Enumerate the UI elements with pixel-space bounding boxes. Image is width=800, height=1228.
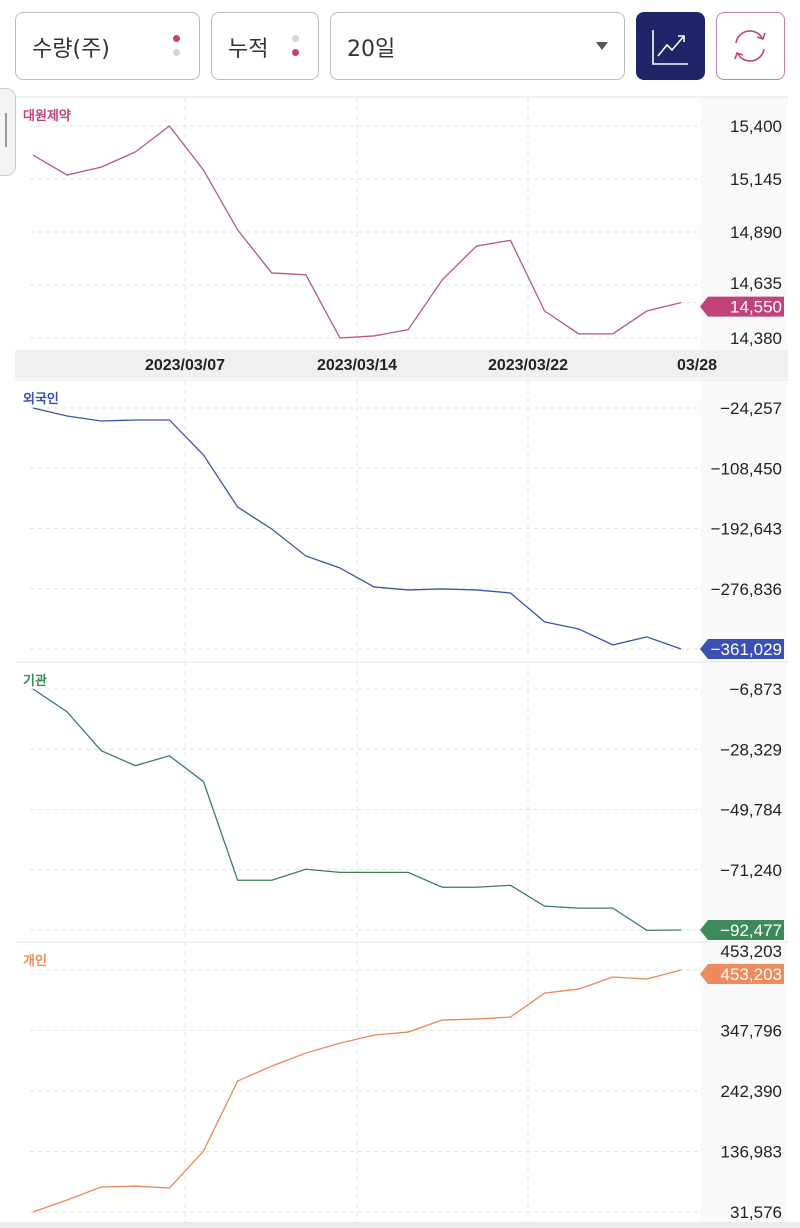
toggle-dots-icon: [173, 35, 181, 63]
panel-title: 대원제약: [23, 108, 71, 124]
last-value-badge: [700, 920, 784, 940]
y-tick-label: 14,380: [730, 329, 782, 348]
y-tick-label: −108,450: [711, 459, 782, 478]
panel-title: 외국인: [23, 391, 59, 407]
period-select-value: 20일: [347, 37, 396, 62]
y-tick-label: 15,145: [730, 170, 782, 189]
y-tick-label: 14,890: [730, 223, 782, 242]
last-value-badge: [700, 296, 784, 317]
panel-1: 15,400 15,145 14,890 14,635 14,380 대원제약 14,550: [15, 96, 788, 350]
axis-background: [700, 97, 788, 1222]
x-tick-label: 03/28: [677, 357, 717, 374]
y-tick-label: −6,873: [730, 680, 782, 699]
last-value-badge: [700, 639, 784, 659]
chevron-down-icon: [596, 42, 608, 50]
toolbar: 수량(주) 누적 20일: [0, 0, 800, 92]
x-tick-label: 2023/03/14: [317, 357, 397, 374]
date-axis-band: [15, 350, 788, 378]
y-tick-label: −192,643: [711, 520, 782, 539]
y-tick-label: 347,796: [721, 1022, 782, 1041]
panel-2: −24,257 −108,450 −192,643 −276,836 외국인 −361,0…: [15, 379, 788, 660]
y-tick-label: −276,836: [711, 580, 782, 599]
series-line: [32, 969, 682, 1213]
panel-3: −6,873 −28,329 −49,784 −71,240 기관 −92,477: [15, 661, 788, 940]
x-tick-label: 2023/03/22: [488, 357, 568, 374]
panel-title: 개인: [23, 953, 47, 969]
series-line: [32, 407, 682, 650]
refresh-icon: [734, 30, 766, 62]
y-tick-label: 31,576: [730, 1203, 782, 1222]
y-tick-label: 15,400: [730, 117, 782, 136]
bottom-band: [0, 1222, 800, 1228]
y-tick-label: 14,635: [730, 274, 782, 293]
last-value-label: 453,203: [721, 965, 782, 984]
panel-title: 기관: [23, 673, 47, 689]
y-tick-label: −71,240: [720, 861, 782, 880]
mode-select-label: 누적: [228, 37, 269, 62]
y-tick-label: −28,329: [720, 740, 782, 759]
line-chart-icon: [652, 30, 688, 65]
panel-4: 453,203 347,796 242,390 136,983 31,576 개인 453,…: [15, 941, 788, 1222]
side-drawer-handle[interactable]: [0, 88, 16, 176]
y-tick-label: −49,784: [720, 801, 782, 820]
y-tick-label: 136,983: [721, 1143, 782, 1162]
last-value-label: 14,550: [730, 298, 782, 317]
unit-select[interactable]: 수량(주): [15, 12, 200, 80]
period-select[interactable]: 20일: [330, 12, 625, 80]
y-tick-label: 242,390: [721, 1082, 782, 1101]
series-line: [32, 688, 682, 931]
y-tick-label: 453,203: [721, 942, 782, 961]
last-value-label: −92,477: [720, 921, 782, 940]
series-line: [32, 125, 682, 339]
y-tick-label: −24,257: [720, 399, 782, 418]
refresh-button[interactable]: [716, 12, 785, 80]
toggle-dots-icon: [292, 35, 300, 63]
mode-select[interactable]: 누적: [211, 12, 319, 80]
last-value-badge: [700, 964, 784, 984]
chart-type-button[interactable]: [636, 12, 705, 80]
x-tick-label: 2023/03/07: [145, 357, 225, 374]
last-value-label: −361,029: [711, 640, 782, 659]
unit-select-label: 수량(주): [32, 37, 110, 62]
